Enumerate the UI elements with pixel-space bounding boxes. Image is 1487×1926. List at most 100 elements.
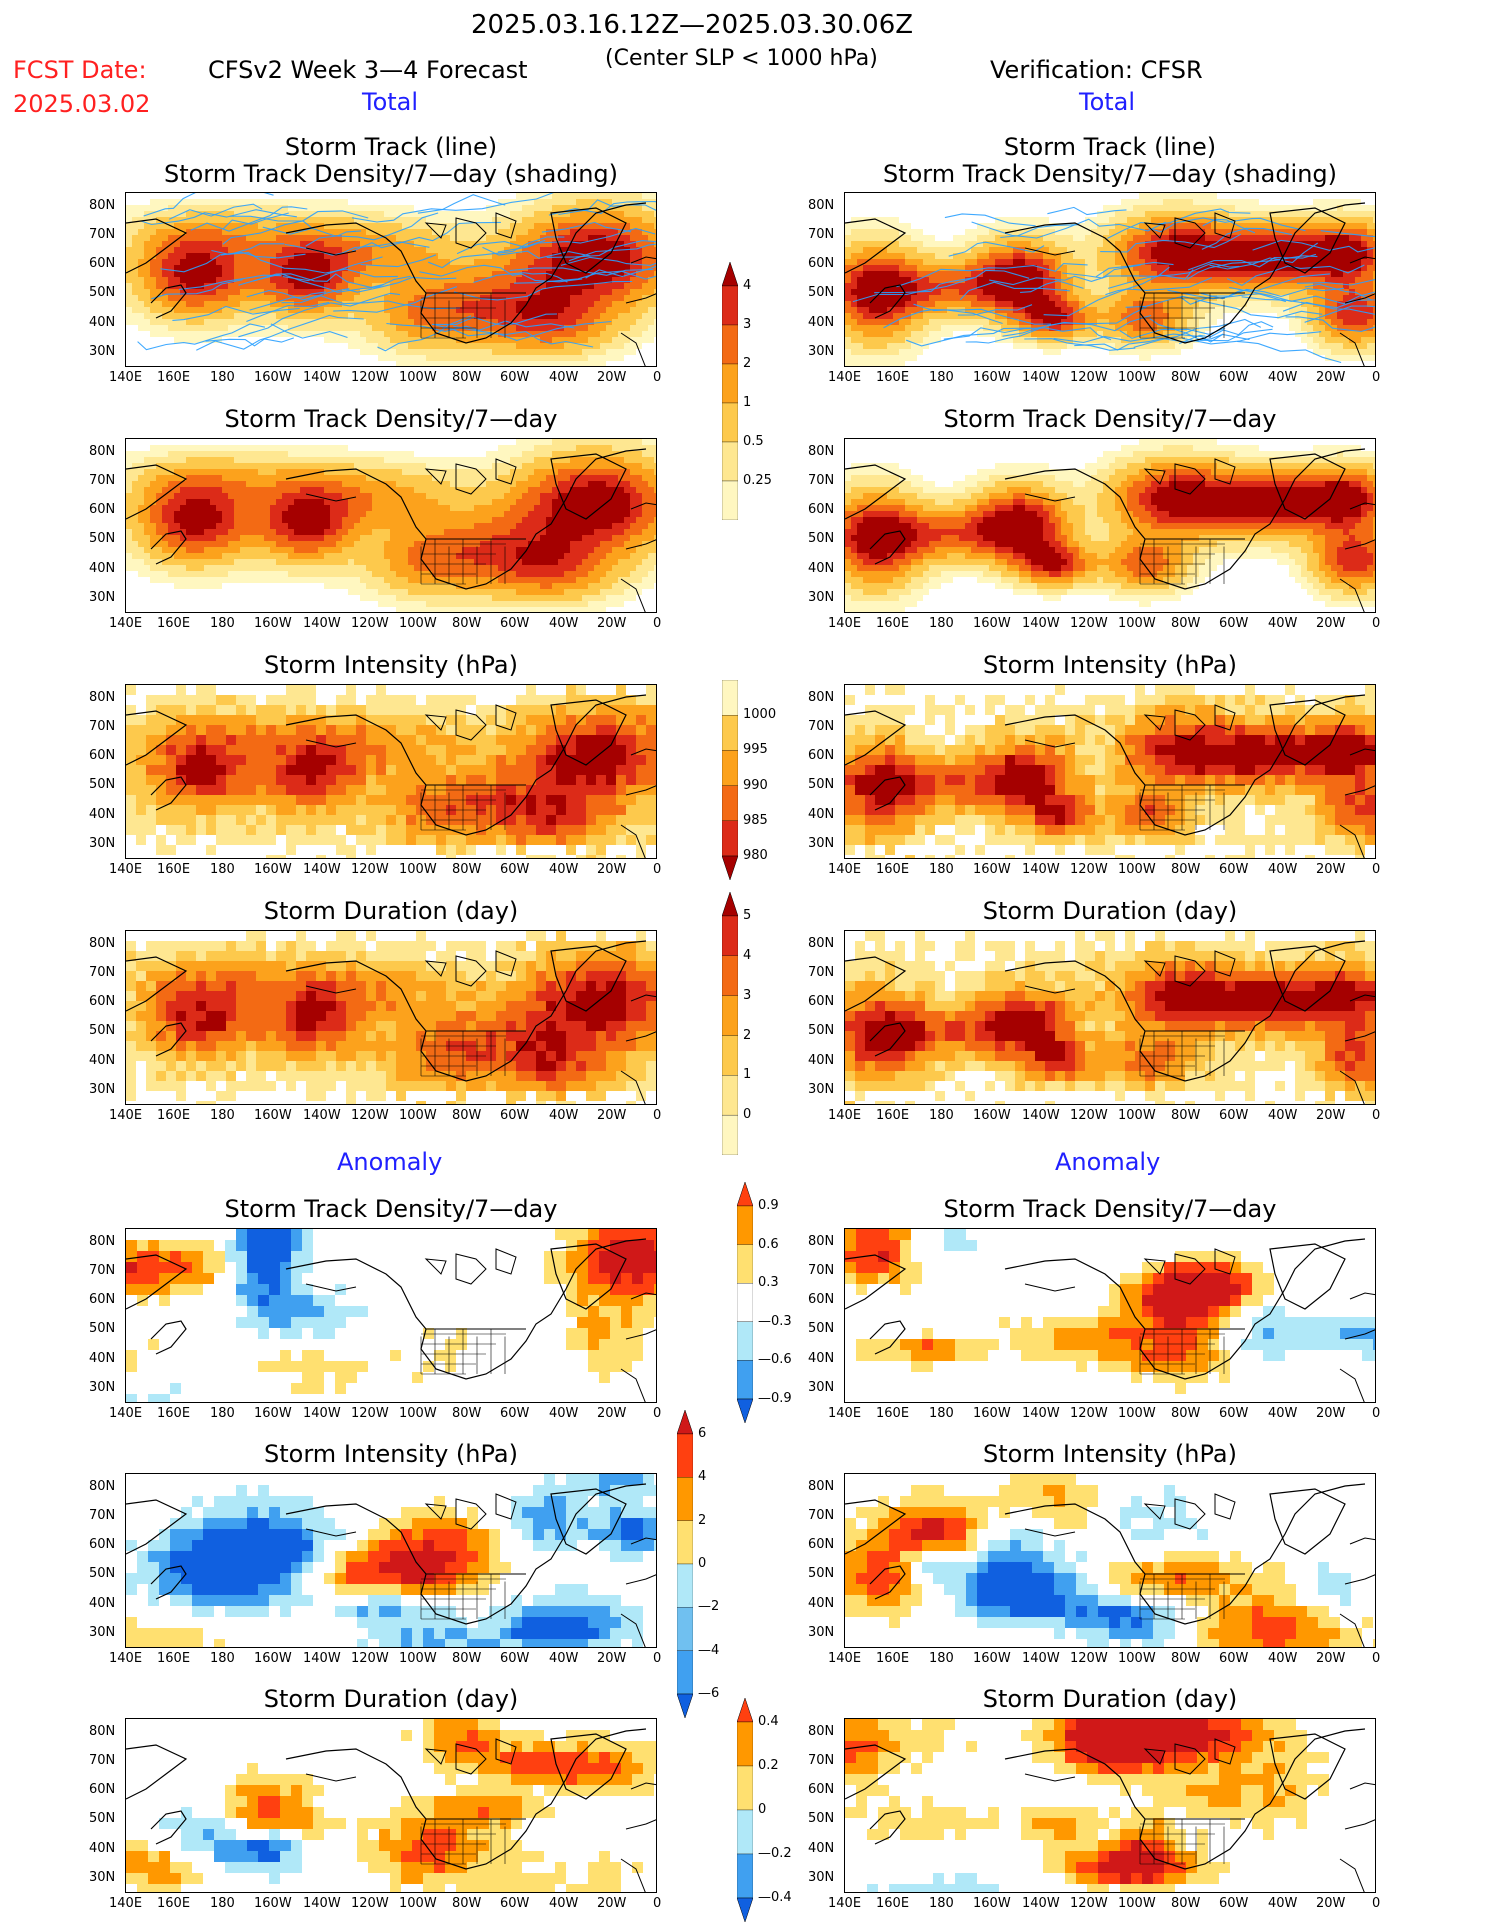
right-total-label: Total: [1079, 88, 1135, 116]
lon-tick-label: 180: [210, 1406, 235, 1421]
lon-tick-label: 140E: [828, 1651, 861, 1666]
lat-tick-label: 70N: [89, 227, 115, 242]
colorbar-label: 1: [743, 395, 751, 410]
lon-tick-label: 0: [1372, 1406, 1380, 1421]
lon-tick-label: 60W: [500, 862, 529, 877]
lon-tick-label: 160W: [254, 616, 292, 631]
colorbar-label: 1000: [743, 707, 776, 722]
lon-tick-label: 100W: [399, 1896, 437, 1911]
colorbar-segment: [722, 786, 738, 821]
date-range-title: 2025.03.16.12Z—2025.03.30.06Z: [471, 10, 913, 40]
colorbar-duration_total: [722, 892, 738, 1159]
colorbar-top-arrow: [722, 892, 738, 916]
colorbar-segment: [677, 1521, 693, 1564]
lat-tick-label: 60N: [89, 256, 115, 271]
lon-tick-label: 180: [210, 616, 235, 631]
colorbar-label: 990: [743, 778, 768, 793]
lon-tick-label: 160E: [876, 1651, 909, 1666]
lon-tick-label: 60W: [500, 616, 529, 631]
colorbar-label: —4: [698, 1643, 719, 1658]
lon-tick-label: 0: [653, 616, 661, 631]
lon-tick-label: 60W: [1219, 616, 1248, 631]
lon-tick-label: 140E: [109, 616, 142, 631]
lon-tick-label: 140W: [303, 370, 341, 385]
lon-tick-label: 140W: [303, 1108, 341, 1123]
map-track-verif: [844, 192, 1376, 367]
lat-tick-label: 80N: [89, 936, 115, 951]
lon-tick-label: 160E: [157, 1108, 190, 1123]
lon-tick-label: 160E: [157, 1406, 190, 1421]
lon-tick-label: 140W: [1022, 862, 1060, 877]
lon-tick-label: 0: [1372, 1108, 1380, 1123]
lon-tick-label: 160W: [254, 862, 292, 877]
lon-tick-label: 140W: [303, 616, 341, 631]
colorbar-label: 0.3: [758, 1275, 779, 1290]
colorbar-segment: [737, 1245, 753, 1284]
lat-tick-label: 70N: [89, 1753, 115, 1768]
lon-tick-label: 120W: [1070, 1108, 1108, 1123]
lon-tick-label: 80W: [1171, 1108, 1200, 1123]
lon-tick-label: 160E: [157, 862, 190, 877]
lon-tick-label: 100W: [399, 1108, 437, 1123]
lon-tick-label: 120W: [1070, 862, 1108, 877]
colorbar-label: 0.2: [758, 1758, 779, 1773]
left-total-label: Total: [362, 88, 418, 116]
map-intensity-verif: [844, 684, 1376, 859]
lon-tick-label: 0: [653, 1651, 661, 1666]
lat-tick-label: 60N: [808, 1292, 834, 1307]
lon-tick-label: 160W: [973, 1406, 1011, 1421]
lat-tick-label: 70N: [808, 473, 834, 488]
lon-tick-label: 160W: [254, 1406, 292, 1421]
map-u_anom-verif: [844, 1718, 1376, 1893]
colorbar-label: —0.3: [758, 1314, 792, 1329]
lon-tick-label: 160W: [254, 1651, 292, 1666]
lon-tick-label: 20W: [1316, 1406, 1345, 1421]
colorbar-label: —0.2: [758, 1846, 792, 1861]
lon-tick-label: 140W: [303, 1896, 341, 1911]
colorbar-segment: [722, 403, 738, 442]
lon-tick-label: 140E: [828, 370, 861, 385]
panel-title-track-verif: Storm Track (line)Storm Track Density/7—…: [844, 134, 1376, 188]
lon-tick-label: 120W: [1070, 1896, 1108, 1911]
lat-tick-label: 60N: [808, 994, 834, 1009]
lon-tick-label: 0: [1372, 616, 1380, 631]
lon-tick-label: 20W: [597, 1896, 626, 1911]
lon-tick-label: 160E: [157, 1651, 190, 1666]
lon-tick-label: 180: [210, 370, 235, 385]
lat-tick-label: 60N: [89, 748, 115, 763]
lon-tick-label: 40W: [1268, 1896, 1297, 1911]
lat-tick-label: 70N: [808, 227, 834, 242]
lon-tick-label: 80W: [452, 1406, 481, 1421]
lon-tick-label: 160E: [157, 616, 190, 631]
lon-tick-label: 0: [653, 1896, 661, 1911]
lon-tick-label: 40W: [549, 370, 578, 385]
lat-tick-label: 80N: [89, 1479, 115, 1494]
lon-tick-label: 80W: [1171, 1406, 1200, 1421]
lon-tick-label: 80W: [452, 370, 481, 385]
lon-tick-label: 140W: [1022, 1108, 1060, 1123]
lon-tick-label: 100W: [399, 370, 437, 385]
lon-tick-label: 120W: [351, 370, 389, 385]
colorbar-segment: [722, 325, 738, 364]
map-track-fcst: [125, 192, 657, 367]
lat-tick-label: 30N: [89, 1625, 115, 1640]
lat-tick-label: 40N: [89, 561, 115, 576]
colorbar-label: 6: [698, 1426, 706, 1441]
lon-tick-label: 180: [210, 1108, 235, 1123]
colorbar-label: 0: [743, 1107, 751, 1122]
colorbar-segment: [737, 1206, 753, 1245]
lat-tick-label: 40N: [808, 561, 834, 576]
lon-tick-label: 140W: [303, 862, 341, 877]
colorbar-label: 0.4: [758, 1714, 779, 1729]
colorbar-bottom-arrow: [737, 1898, 753, 1922]
panel-title-intensity-fcst: Storm Intensity (hPa): [125, 652, 657, 679]
lon-tick-label: 160E: [876, 1896, 909, 1911]
colorbar-label: 2: [743, 1028, 751, 1043]
lon-tick-label: 20W: [1316, 1651, 1345, 1666]
lat-tick-label: 30N: [89, 344, 115, 359]
lon-tick-label: 100W: [1118, 1651, 1156, 1666]
lat-tick-label: 50N: [89, 1321, 115, 1336]
lon-tick-label: 20W: [597, 616, 626, 631]
colorbar-label: 3: [743, 988, 751, 1003]
lon-tick-label: 180: [929, 616, 954, 631]
